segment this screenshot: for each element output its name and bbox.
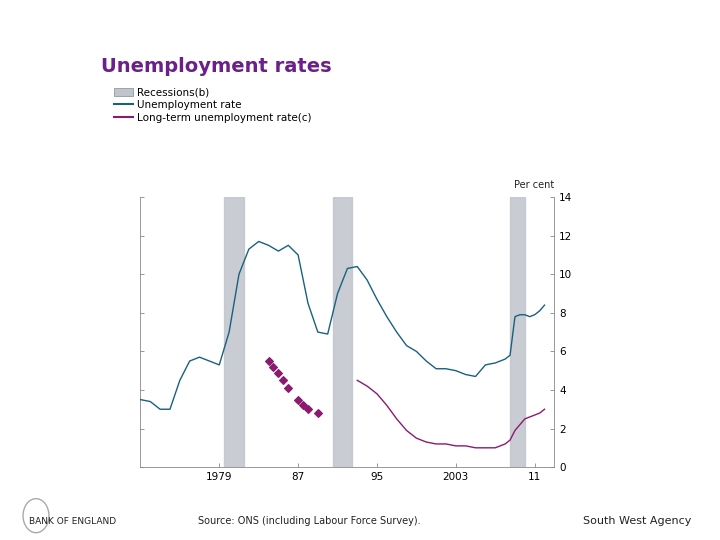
Text: Unemployment rates: Unemployment rates [101,57,331,76]
Text: Per cent: Per cent [514,180,554,191]
Bar [510,197,525,467]
Text: South West Agency: South West Agency [582,516,691,526]
Point [263,357,274,366]
Point [282,384,294,393]
Point [297,401,309,410]
Bar [224,197,244,467]
Text: BANK OF ENGLAND: BANK OF ENGLAND [29,517,116,526]
Point [302,405,314,414]
Point [292,395,304,404]
Point [278,376,289,384]
Text: Source: ONS (including Labour Force Survey).: Source: ONS (including Labour Force Surv… [198,516,421,526]
Point [268,362,279,371]
Point [273,368,284,377]
Point [312,409,323,417]
Legend: Recessions(b), Unemployment rate, Long-term unemployment rate(c): Recessions(b), Unemployment rate, Long-t… [109,84,315,127]
Bar [333,197,352,467]
